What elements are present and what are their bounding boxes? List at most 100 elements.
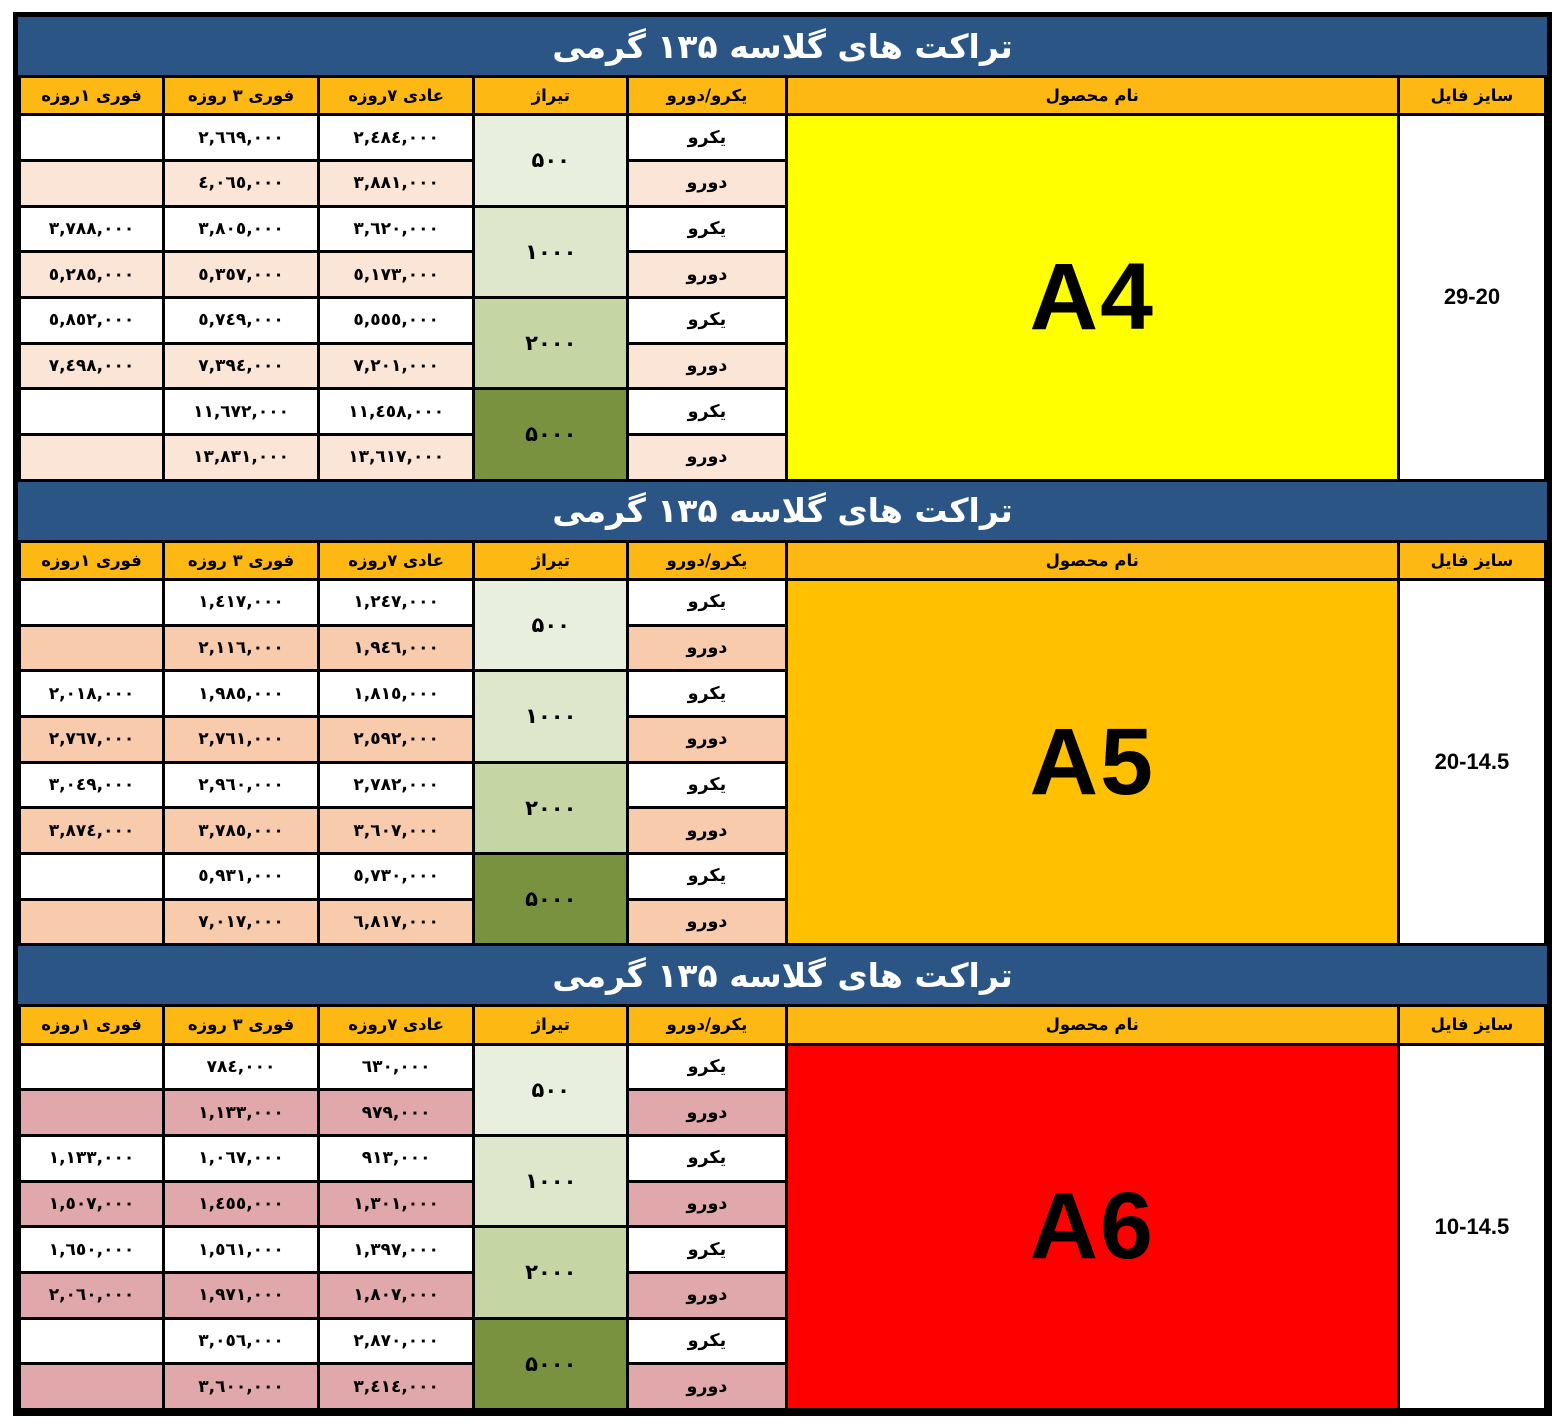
side-cell: یکرو (626, 1225, 788, 1274)
price-fast1: ١,٦٥٠,٠٠٠ (18, 1225, 165, 1274)
col-header-side: یکرو/دورو (626, 539, 788, 581)
side-cell: دورو (626, 1088, 788, 1137)
tiraj-cell: ۵۰۰۰ (472, 851, 630, 947)
price-normal7: ٦٣٠,٠٠٠ (317, 1042, 476, 1092)
side-cell: یکرو (626, 1133, 788, 1183)
col-header-file-size: سایز فایل (1396, 74, 1548, 117)
side-cell: دورو (626, 1362, 788, 1412)
price-fast3: ٢,٧٦١,٠٠٠ (161, 714, 321, 764)
price-fast3: ٥,٩٣١,٠٠٠ (161, 851, 321, 901)
col-header-side: یکرو/دورو (626, 74, 788, 117)
tiraj-cell: ۵۰۰۰ (472, 387, 630, 482)
price-normal7: ٣,٨٨١,٠٠٠ (317, 158, 476, 208)
section-a5: تراکت های گلاسه ۱۳۵ گرمی فوری ۱روزه فوری… (18, 481, 1548, 947)
price-table-a6: فوری ۱روزه فوری ۳ روزه عادی ۷روزه تیراژ … (18, 1004, 1548, 1412)
col-header-fast-3day: فوری ۳ روزه (161, 1004, 321, 1046)
price-fast1 (18, 1316, 165, 1366)
side-cell: یکرو (626, 387, 788, 436)
price-fast1 (18, 432, 165, 482)
side-cell: دورو (626, 897, 788, 947)
col-header-tiraj: تیراژ (472, 1004, 630, 1046)
price-normal7: ٥,٧٣٠,٠٠٠ (317, 851, 476, 901)
side-cell: یکرو (626, 295, 788, 345)
price-fast1 (18, 1362, 165, 1412)
tiraj-cell: ۵۰۰۰ (472, 1316, 630, 1412)
price-fast3: ١,٩٧١,٠٠٠ (161, 1270, 321, 1320)
price-fast3: ٥,٣٥٧,٠٠٠ (161, 250, 321, 299)
price-normal7: ٣,٦٢٠,٠٠٠ (317, 204, 476, 254)
price-fast3: ١,١٣٣,٠٠٠ (161, 1088, 321, 1137)
section-title: تراکت های گلاسه ۱۳۵ گرمی (552, 26, 1013, 66)
price-normal7: ١١,٤٥٨,٠٠٠ (317, 387, 476, 436)
tiraj-cell: ۱۰۰۰ (472, 204, 630, 299)
col-header-fast-1day: فوری ۱روزه (18, 1004, 165, 1046)
tiraj-cell: ۵۰۰ (472, 1042, 630, 1137)
table-row: ٧٨٤,٠٠٠ ٦٣٠,٠٠٠ ۵۰۰ یکرو A6 10-14.5 (18, 1042, 1548, 1412)
price-normal7: ١,٨١٥,٠٠٠ (317, 669, 476, 718)
price-normal7: ٢,٤٨٤,٠٠٠ (317, 113, 476, 162)
col-header-product-name: نام محصول (784, 74, 1400, 117)
section-title-bar: تراکت های گلاسه ۱۳۵ گرمی (18, 17, 1547, 75)
side-cell: یکرو (626, 1042, 788, 1092)
side-cell: دورو (626, 1179, 788, 1229)
price-fast1: ٢,٧٦٧,٠٠٠ (18, 714, 165, 764)
file-size-cell: 10-14.5 (1396, 1042, 1548, 1412)
tiraj-cell: ۵۰۰ (472, 113, 630, 208)
price-fast1: ٢,٠٦٠,٠٠٠ (18, 1270, 165, 1320)
section-title-bar: تراکت های گلاسه ۱۳۵ گرمی (18, 481, 1547, 540)
price-normal7: ٩٧٩,٠٠٠ (317, 1088, 476, 1137)
price-normal7: ٦,٨١٧,٠٠٠ (317, 897, 476, 947)
product-cell: A5 (784, 577, 1400, 947)
price-fast3: ٢,١١٦,٠٠٠ (161, 623, 321, 673)
product-cell: A6 (784, 1042, 1400, 1412)
col-header-tiraj: تیراژ (472, 539, 630, 581)
price-normal7: ٣,٦٠٧,٠٠٠ (317, 806, 476, 855)
price-fast1: ٢,٠١٨,٠٠٠ (18, 669, 165, 718)
side-cell: دورو (626, 432, 788, 482)
section-title-bar: تراکت های گلاسه ۱۳۵ گرمی (18, 946, 1547, 1005)
col-header-fast-3day: فوری ۳ روزه (161, 74, 321, 117)
side-cell: دورو (626, 1270, 788, 1320)
price-fast3: ١,٩٨٥,٠٠٠ (161, 669, 321, 718)
col-header-file-size: سایز فایل (1396, 539, 1548, 581)
price-fast1: ١,١٣٣,٠٠٠ (18, 1133, 165, 1183)
price-table-a4: فوری ۱روزه فوری ۳ روزه عادی ۷روزه تیراژ … (18, 74, 1548, 482)
side-cell: یکرو (626, 1316, 788, 1366)
tiraj-cell: ۲۰۰۰ (472, 295, 630, 391)
col-header-tiraj: تیراژ (472, 74, 630, 117)
price-fast3: ٣,٨٠٥,٠٠٠ (161, 204, 321, 254)
tiraj-cell: ۲۰۰۰ (472, 1225, 630, 1320)
col-header-fast-3day: فوری ۳ روزه (161, 539, 321, 581)
price-fast3: ٣,٠٥٦,٠٠٠ (161, 1316, 321, 1366)
tiraj-cell: ۱۰۰۰ (472, 669, 630, 764)
side-cell: یکرو (626, 577, 788, 627)
price-normal7: ١٣,٦١٧,٠٠٠ (317, 432, 476, 482)
col-header-fast-1day: فوری ۱روزه (18, 74, 165, 117)
price-normal7: ٧,٢٠١,٠٠٠ (317, 341, 476, 391)
header-row: فوری ۱روزه فوری ۳ روزه عادی ۷روزه تیراژ … (18, 1004, 1548, 1046)
side-cell: دورو (626, 714, 788, 764)
price-fast3: ٧٨٤,٠٠٠ (161, 1042, 321, 1092)
price-fast3: ١٣,٨٣١,٠٠٠ (161, 432, 321, 482)
table-row: ١,١٣٣,٠٠٠ ١,٠٦٧,٠٠٠ ٩١٣,٠٠٠ ۱۰۰۰ یکرو (18, 1133, 1546, 1229)
price-normal7: ١,٨٠٧,٠٠٠ (317, 1270, 476, 1320)
price-table-a5: فوری ۱روزه فوری ۳ روزه عادی ۷روزه تیراژ … (18, 539, 1548, 947)
section-a6: تراکت های گلاسه ۱۳۵ گرمی فوری ۱روزه فوری… (18, 946, 1548, 1412)
price-fast1: ٣,٨٧٤,٠٠٠ (18, 806, 165, 855)
price-fast1 (18, 387, 165, 436)
price-fast1 (18, 113, 165, 162)
price-normal7: ٢,٧٨٢,٠٠٠ (317, 760, 476, 810)
side-cell: یکرو (626, 851, 788, 901)
col-header-normal-7day: عادی ۷روزه (317, 539, 476, 581)
file-size-cell: 20-14.5 (1396, 577, 1548, 947)
price-fast1: ٣,٠٤٩,٠٠٠ (18, 760, 165, 810)
price-fast3: ١,٠٦٧,٠٠٠ (161, 1133, 321, 1183)
price-fast3: ٧,٣٩٤,٠٠٠ (161, 341, 321, 391)
price-fast1 (18, 1042, 165, 1092)
price-normal7: ١,٩٤٦,٠٠٠ (317, 623, 476, 673)
price-normal7: ٢,٨٧٠,٠٠٠ (317, 1316, 476, 1366)
price-normal7: ٣,٤١٤,٠٠٠ (317, 1362, 476, 1412)
side-cell: دورو (626, 158, 788, 208)
side-cell: دورو (626, 806, 788, 855)
price-fast3: ٥,٧٤٩,٠٠٠ (161, 295, 321, 345)
